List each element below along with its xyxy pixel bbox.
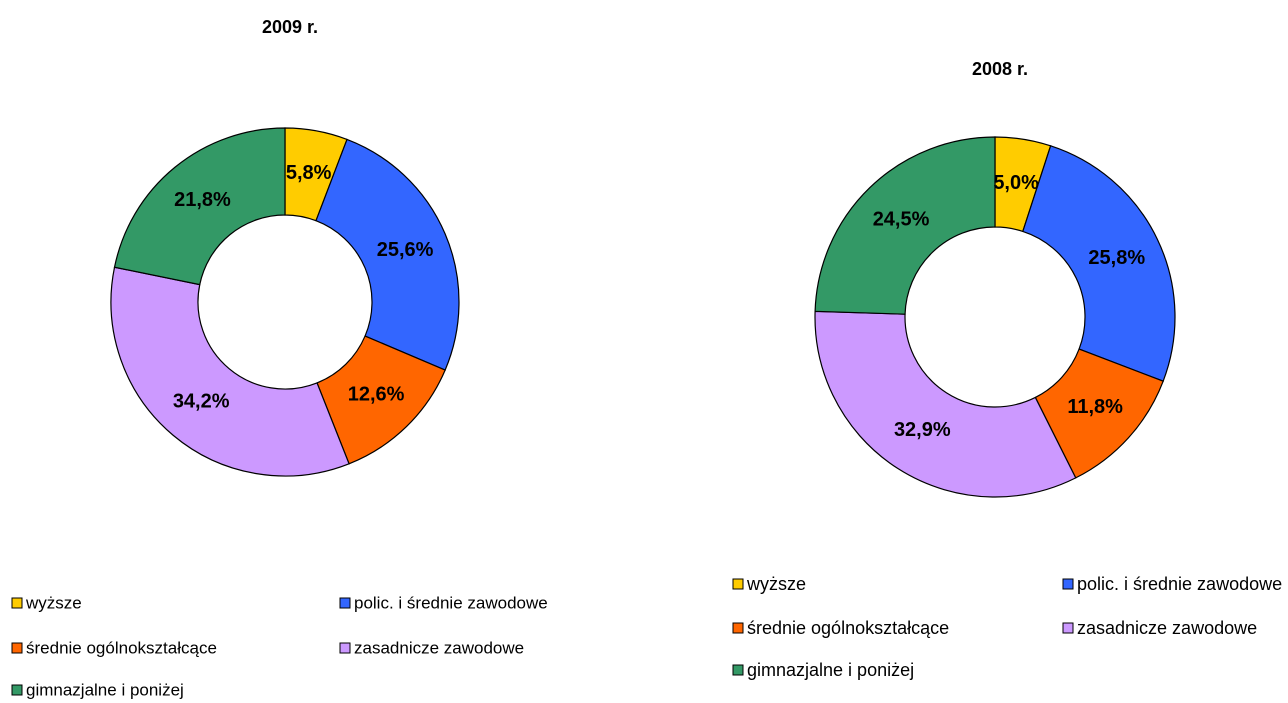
legend-swatch bbox=[339, 597, 351, 609]
legend-label: wyższe bbox=[746, 574, 806, 594]
legend-swatch bbox=[1062, 578, 1074, 590]
data-label: 24,5% bbox=[873, 208, 930, 230]
donut-slice bbox=[1022, 145, 1176, 382]
donut-slice bbox=[814, 310, 1077, 498]
legend-swatch bbox=[11, 642, 23, 654]
legend-swatch bbox=[732, 578, 744, 590]
donut-slice bbox=[814, 136, 996, 315]
legend-label: gimnazjalne i poniżej bbox=[26, 680, 184, 699]
legend-swatch bbox=[11, 684, 23, 696]
legend-label: wyższe bbox=[25, 593, 82, 612]
donut-slice bbox=[113, 127, 286, 286]
data-label: 21,8% bbox=[174, 189, 231, 211]
chart-title: 2009 r. bbox=[262, 17, 318, 37]
legend-label: gimnazjalne i poniżej bbox=[747, 660, 914, 680]
data-label: 32,9% bbox=[894, 419, 951, 441]
legend-swatch bbox=[732, 622, 744, 634]
data-label: 5,8% bbox=[286, 162, 332, 184]
legend-label: polic. i średnie zawodowe bbox=[354, 593, 548, 612]
data-label: 25,6% bbox=[377, 239, 434, 261]
legend-swatch bbox=[11, 597, 23, 609]
legend-swatch bbox=[732, 664, 744, 676]
legend-swatch bbox=[339, 642, 351, 654]
legend-label: zasadnicze zawodowe bbox=[1077, 618, 1257, 638]
data-label: 12,6% bbox=[348, 384, 405, 406]
legend-swatch bbox=[1062, 622, 1074, 634]
data-label: 11,8% bbox=[1067, 396, 1123, 418]
donut-slice bbox=[110, 266, 350, 477]
data-label: 25,8% bbox=[1088, 247, 1145, 269]
data-label: 34,2% bbox=[173, 390, 230, 412]
legend-label: polic. i średnie zawodowe bbox=[1077, 574, 1282, 594]
legend-label: średnie ogólnokształcące bbox=[26, 638, 217, 657]
chart-title: 2008 r. bbox=[972, 59, 1028, 79]
data-label: 5,0% bbox=[993, 172, 1039, 194]
donut-slice bbox=[315, 138, 460, 371]
legend-label: zasadnicze zawodowe bbox=[354, 638, 524, 657]
legend-label: średnie ogólnokształcące bbox=[747, 618, 949, 638]
